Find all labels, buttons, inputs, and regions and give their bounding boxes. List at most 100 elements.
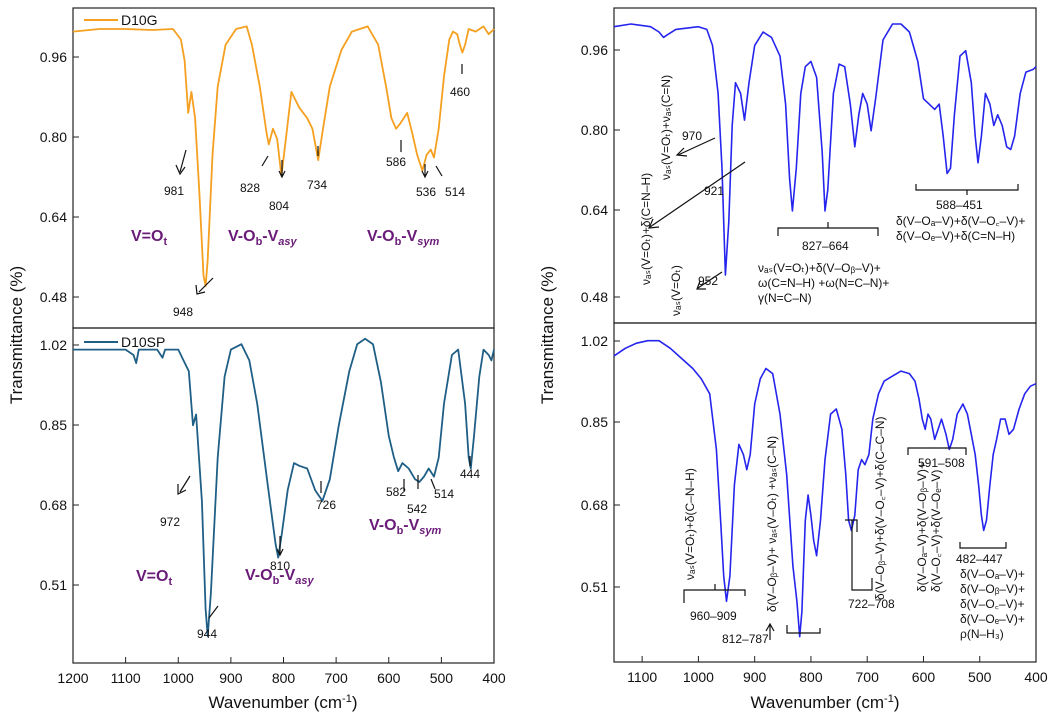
peak-label-460: 460	[450, 85, 470, 99]
right-bottom-arrows	[683, 447, 1007, 640]
x-tick-label: 1200	[57, 670, 88, 686]
x-tick-label: 400	[482, 670, 506, 686]
x-tick-label: 800	[272, 670, 296, 686]
band-label-588-451: 588–451	[936, 198, 983, 212]
peak-label-952: 952	[698, 274, 718, 288]
x-tick-label: 400	[1024, 669, 1048, 685]
y-tick-label: 0.48	[581, 289, 608, 305]
assign-921: νₐₛ(V=Oₜ)+δ(C=N–H)	[639, 173, 653, 285]
peak-label-726: 726	[316, 498, 336, 512]
bond-label-vob-asy-bottom: V-Ob-Vasy	[245, 567, 315, 587]
x-tick-label: 900	[219, 670, 243, 686]
band-label-812-787: 812–787	[722, 632, 769, 646]
y-tick-label: 0.51	[40, 577, 67, 593]
series-line-d10sp	[73, 337, 495, 637]
peak-label-514: 514	[445, 185, 465, 199]
assign-827-line3: γ(N=C–N)	[758, 291, 812, 305]
series-line-d10g	[72, 25, 495, 287]
x-tick-label: 600	[377, 670, 401, 686]
band-label-960-909: 960–909	[690, 609, 737, 623]
band-label-722-708: 722–708	[848, 597, 895, 611]
y-tick-label: 1.02	[581, 333, 608, 349]
assign-482-line2: δ(V–Oᵦ–V)+	[960, 582, 1025, 596]
assign-591-line2: δ(V–O꜀–V)+δ(V–Oₑ–V)	[929, 470, 943, 592]
bond-label-vob-asy-top: V-Ob-Vasy	[228, 228, 298, 248]
y-tick-label: 0.96	[581, 42, 608, 58]
peak-label-586: 586	[386, 155, 406, 169]
peak-label-444: 444	[460, 467, 480, 481]
x-tick-label: 1000	[683, 669, 714, 685]
right-bottom-frame	[613, 322, 1037, 663]
y-tick-label: 0.80	[581, 122, 608, 138]
left-x-axis-label: Wavenumber (cm-1)	[209, 693, 358, 712]
y-tick-label: 0.64	[40, 209, 67, 225]
y-tick-label: 0.48	[40, 289, 67, 305]
x-tick-label: 1100	[627, 669, 657, 685]
right-y-axis-label: Transmittance (%)	[538, 266, 557, 404]
legend-label-d10g: D10G	[121, 12, 158, 28]
left-bottom-arrows	[177, 456, 471, 619]
x-tick-label: 500	[968, 669, 992, 685]
peak-label-981: 981	[164, 184, 184, 198]
assign-591-line1: δ(V–Oₐ–V)+δ(V–Oᵦ–V)+	[915, 462, 929, 592]
assign-588-line2: δ(V–Oₑ–V)+δ(C=N–H)	[896, 229, 1015, 243]
series-line-right-bottom	[613, 339, 1037, 638]
y-tick-label: 1.02	[40, 337, 67, 353]
right-top-arrows	[648, 137, 1019, 290]
right-x-axis-label: Wavenumber (cm-1)	[751, 693, 900, 712]
band-label-827-664: 827–664	[802, 239, 849, 253]
y-tick-label: 0.64	[581, 202, 608, 218]
peak-label-921: 921	[704, 184, 724, 198]
band-label-482-447: 482–447	[956, 552, 1003, 566]
band-label-591-508: 591–508	[918, 456, 965, 470]
peak-label-972: 972	[160, 515, 180, 529]
y-tick-label: 0.80	[40, 129, 67, 145]
left-top-arrows	[175, 64, 463, 295]
x-tick-label: 1000	[163, 670, 194, 686]
peak-label-542: 542	[407, 502, 427, 516]
assign-960: νₐₛ(V=Oₜ)+δ(C–N–H)	[683, 468, 697, 580]
assign-827-line1: νₐₛ(V=Oₜ)+δ(V–Oᵦ–V)+	[758, 261, 881, 275]
peak-label-582: 582	[386, 485, 406, 499]
peak-label-810: 810	[270, 559, 290, 573]
series-line-right-top	[613, 23, 1037, 276]
x-tick-label: 800	[799, 669, 823, 685]
peak-label-944: 944	[197, 627, 217, 641]
x-tick-label: 600	[912, 669, 936, 685]
assign-482-line1: δ(V–Oₐ–V)+	[960, 567, 1025, 581]
legend-label-d10sp: D10SP	[121, 334, 165, 350]
y-tick-label: 0.85	[581, 414, 608, 430]
peak-label-804: 804	[269, 199, 289, 213]
assign-970: νₐₛ(V=Oₜ)+νₐₛ(C=N)	[659, 75, 673, 180]
bond-label-vot-bottom: V=Ot	[136, 568, 172, 588]
x-tick-label: 700	[856, 669, 880, 685]
y-tick-label: 0.68	[581, 497, 608, 513]
peak-label-828: 828	[240, 181, 260, 195]
left-top-frame	[72, 7, 495, 329]
peak-label-536: 536	[416, 185, 436, 199]
x-tick-label: 500	[430, 670, 454, 686]
assign-482-line5: ρ(N–H₃)	[960, 627, 1004, 641]
left-bottom-frame	[72, 327, 495, 664]
bond-label-vob-sym-top: V-Ob-Vsym	[367, 228, 440, 248]
y-tick-label: 0.68	[40, 497, 67, 513]
peak-label-734: 734	[307, 178, 327, 192]
x-tick-label: 1100	[111, 670, 141, 686]
peak-label-514: 514	[434, 487, 454, 501]
y-tick-label: 0.85	[40, 417, 67, 433]
assign-588-line1: δ(V–Oₐ–V)+δ(V–O꜀–V)+	[896, 214, 1025, 228]
bond-label-vob-sym-bottom: V-Ob-Vsym	[369, 517, 442, 537]
x-tick-label: 900	[743, 669, 767, 685]
left-y-axis-label: Transmittance (%)	[7, 266, 26, 404]
assign-482-line4: δ(V–Oₑ–V)+	[960, 612, 1025, 626]
x-tick-label: 700	[324, 670, 348, 686]
assign-952: νₐₛ(V=Oₜ)	[669, 265, 683, 316]
assign-827-line2: ω(C=N–H) +ω(N=C–N)+	[758, 276, 889, 290]
assign-722: δ(V–Oᵦ–V)+δ(V–O꜀–V)+δ(C–C–N)	[873, 416, 887, 600]
peak-label-948: 948	[173, 305, 193, 319]
y-tick-label: 0.96	[40, 49, 67, 65]
peak-label-970: 970	[682, 129, 702, 143]
bond-label-vot-top: V=Ot	[131, 228, 167, 248]
y-tick-label: 0.51	[581, 579, 608, 595]
